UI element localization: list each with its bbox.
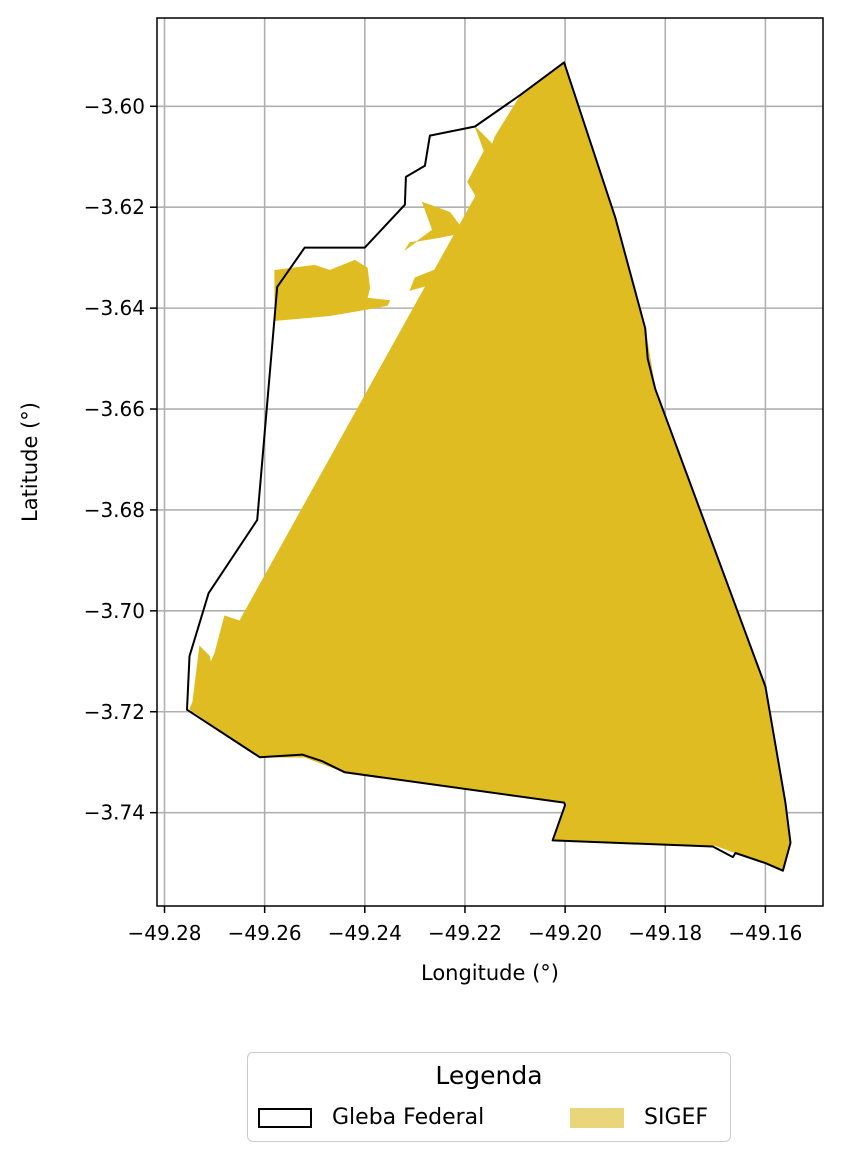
y-tick-label-1: −3.62 (84, 195, 145, 219)
y-tick-label-4: −3.68 (84, 498, 145, 522)
sigef-parcel-1 (191, 645, 215, 708)
y-tick-label-2: −3.64 (84, 296, 145, 320)
y-tick-label-5: −3.70 (84, 599, 145, 623)
gleba-federal-layer (186, 61, 792, 872)
legend: Legenda Gleba Federal SIGEF (247, 1052, 731, 1142)
x-tick-label-1: −49.26 (228, 921, 302, 945)
sigef-parcel-6 (409, 257, 466, 291)
x-axis-label: Longitude (°) (421, 961, 559, 985)
x-tick-label-2: −49.24 (328, 921, 402, 945)
x-axis-ticks: −49.28 −49.26 −49.24 −49.22 −49.20 −49.18 −49.… (128, 906, 802, 945)
sigef-parcel-3 (467, 148, 501, 208)
legend-swatch-sigef (570, 1107, 624, 1128)
plot-frame (156, 17, 824, 907)
x-tick-label-4: −49.20 (528, 921, 602, 945)
legend-item-sigef: SIGEF (570, 1105, 708, 1130)
y-tick-label-7: −3.74 (84, 801, 145, 825)
y-tick-label-6: −3.72 (84, 700, 145, 724)
x-tick-label-6: −49.16 (728, 921, 802, 945)
x-tick-label-5: −49.18 (628, 921, 702, 945)
y-axis-ticks: −3.60 −3.62 −3.64 −3.66 −3.68 −3.70 −3.72 −3.74 (84, 94, 157, 825)
sigef-parcel-5 (404, 201, 466, 251)
y-tick-label-0: −3.60 (84, 94, 145, 118)
legend-swatch-gleba-federal (258, 1107, 312, 1128)
y-tick-label-3: −3.66 (84, 397, 145, 421)
legend-label-sigef: SIGEF (644, 1105, 709, 1130)
sigef-parcel-4 (274, 259, 391, 322)
sigef-layer (189, 61, 791, 872)
legend-label-gleba-federal: Gleba Federal (332, 1105, 485, 1130)
x-tick-label-0: −49.28 (128, 921, 202, 945)
x-tick-label-3: −49.22 (428, 921, 502, 945)
legend-title: Legenda (435, 1061, 543, 1090)
legend-item-gleba-federal: Gleba Federal (258, 1105, 484, 1130)
y-axis-label: Latitude (°) (18, 402, 42, 522)
gleba-federal-boundary-0 (186, 61, 792, 872)
